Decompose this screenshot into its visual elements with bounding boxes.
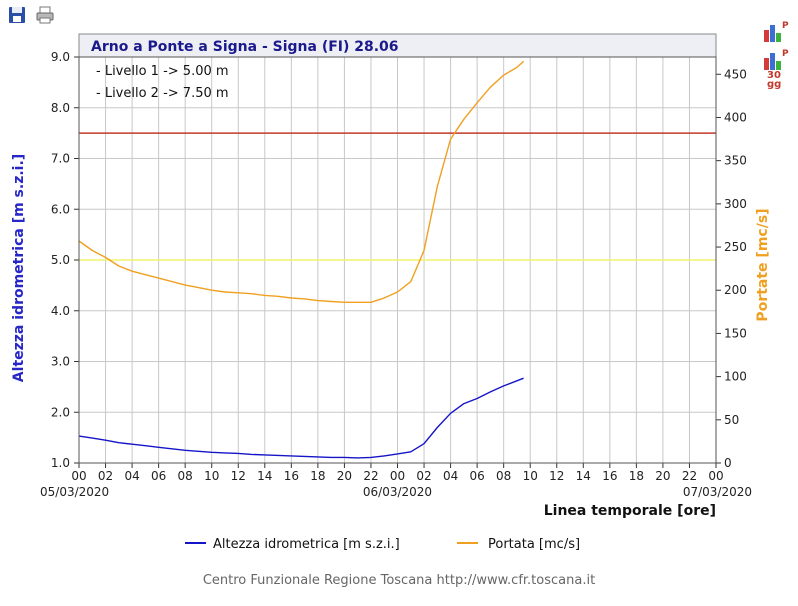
x-tick-label: 00 bbox=[71, 469, 86, 483]
y-left-tick-label: 8.0 bbox=[51, 101, 70, 115]
x-tick-label: 06 bbox=[469, 469, 484, 483]
x-tick-label: 08 bbox=[178, 469, 193, 483]
x-tick-label: 10 bbox=[204, 469, 219, 483]
x-tick-label: 18 bbox=[310, 469, 325, 483]
days-label-30: 30 bbox=[767, 70, 781, 81]
y-right-tick-label: 400 bbox=[724, 110, 747, 124]
x-tick-label: 12 bbox=[549, 469, 564, 483]
y-right-tick-label: 0 bbox=[724, 456, 732, 470]
date-label: 07/03/2020 bbox=[683, 485, 752, 499]
x-tick-label: 14 bbox=[257, 469, 272, 483]
x-tick-label: 00 bbox=[708, 469, 723, 483]
series-line bbox=[78, 377, 524, 459]
x-tick-label: 20 bbox=[337, 469, 352, 483]
y-left-tick-label: 3.0 bbox=[51, 355, 70, 369]
x-tick-label: 06 bbox=[151, 469, 166, 483]
y-right-tick-label: 250 bbox=[724, 240, 747, 254]
y-right-tick-label: 50 bbox=[724, 413, 739, 427]
series-line bbox=[78, 60, 525, 303]
print-icon[interactable] bbox=[36, 6, 54, 24]
bar-chart-30gg-icon[interactable]: P 30 gg bbox=[762, 48, 792, 90]
date-label: 05/03/2020 bbox=[40, 485, 109, 499]
y-left-tick-label: 7.0 bbox=[51, 152, 70, 166]
x-tick-label: 20 bbox=[655, 469, 670, 483]
y-left-tick-label: 4.0 bbox=[51, 304, 70, 318]
y-right-tick-label: 350 bbox=[724, 154, 747, 168]
x-tick-label: 04 bbox=[443, 469, 458, 483]
x-tick-label: 22 bbox=[363, 469, 378, 483]
y-left-tick-label: 5.0 bbox=[51, 253, 70, 267]
legend-label-portata: Portata [mc/s] bbox=[488, 537, 580, 552]
footer-credit: Centro Funzionale Regione Toscana http:/… bbox=[202, 573, 596, 588]
save-icon[interactable] bbox=[8, 6, 26, 24]
x-tick-label: 12 bbox=[231, 469, 246, 483]
y-left-tick-label: 2.0 bbox=[51, 405, 70, 419]
y-right-tick-label: 200 bbox=[724, 283, 747, 297]
legend-label-altezza: Altezza idrometrica [m s.z.i.] bbox=[213, 537, 400, 552]
x-tick-label: 22 bbox=[682, 469, 697, 483]
y-left-tick-label: 1.0 bbox=[51, 456, 70, 470]
days-label-gg: gg bbox=[767, 79, 781, 90]
y-left-axis-label: Altezza idrometrica [m s.z.i.] bbox=[11, 154, 27, 382]
x-tick-label: 14 bbox=[576, 469, 591, 483]
threshold-annotation: - Livello 2 -> 7.50 m bbox=[96, 86, 229, 101]
y-right-tick-label: 300 bbox=[724, 197, 747, 211]
x-tick-label: 10 bbox=[523, 469, 538, 483]
plot-frame bbox=[78, 56, 717, 464]
y-right-tick-label: 450 bbox=[724, 67, 747, 81]
y-left-tick-label: 9.0 bbox=[51, 50, 70, 64]
threshold-annotation: - Livello 1 -> 5.00 m bbox=[96, 64, 229, 79]
y-right-tick-label: 150 bbox=[724, 326, 747, 340]
y-left-tick-label: 6.0 bbox=[51, 202, 70, 216]
x-tick-label: 16 bbox=[602, 469, 617, 483]
x-tick-label: 04 bbox=[124, 469, 139, 483]
x-tick-label: 16 bbox=[284, 469, 299, 483]
x-tick-label: 02 bbox=[98, 469, 113, 483]
y-right-tick-label: 100 bbox=[724, 370, 747, 384]
bar-icon-letter-2: P bbox=[782, 49, 789, 59]
x-tick-label: 00 bbox=[390, 469, 405, 483]
date-label: 06/03/2020 bbox=[363, 485, 432, 499]
y-right-axis-label: Portate [mc/s] bbox=[755, 208, 771, 321]
hydrometric-chart: Arno a Ponte a Signa - Signa (FI) 28.06 0… bbox=[11, 33, 771, 552]
bar-icon-letter: P bbox=[782, 21, 789, 31]
x-tick-label: 02 bbox=[416, 469, 431, 483]
chart-title: Arno a Ponte a Signa - Signa (FI) 28.06 bbox=[91, 39, 399, 55]
x-tick-label: 18 bbox=[629, 469, 644, 483]
x-tick-label: 08 bbox=[496, 469, 511, 483]
bar-chart-p-icon[interactable]: P bbox=[762, 20, 792, 60]
x-axis-label: Linea temporale [ore] bbox=[544, 503, 716, 519]
